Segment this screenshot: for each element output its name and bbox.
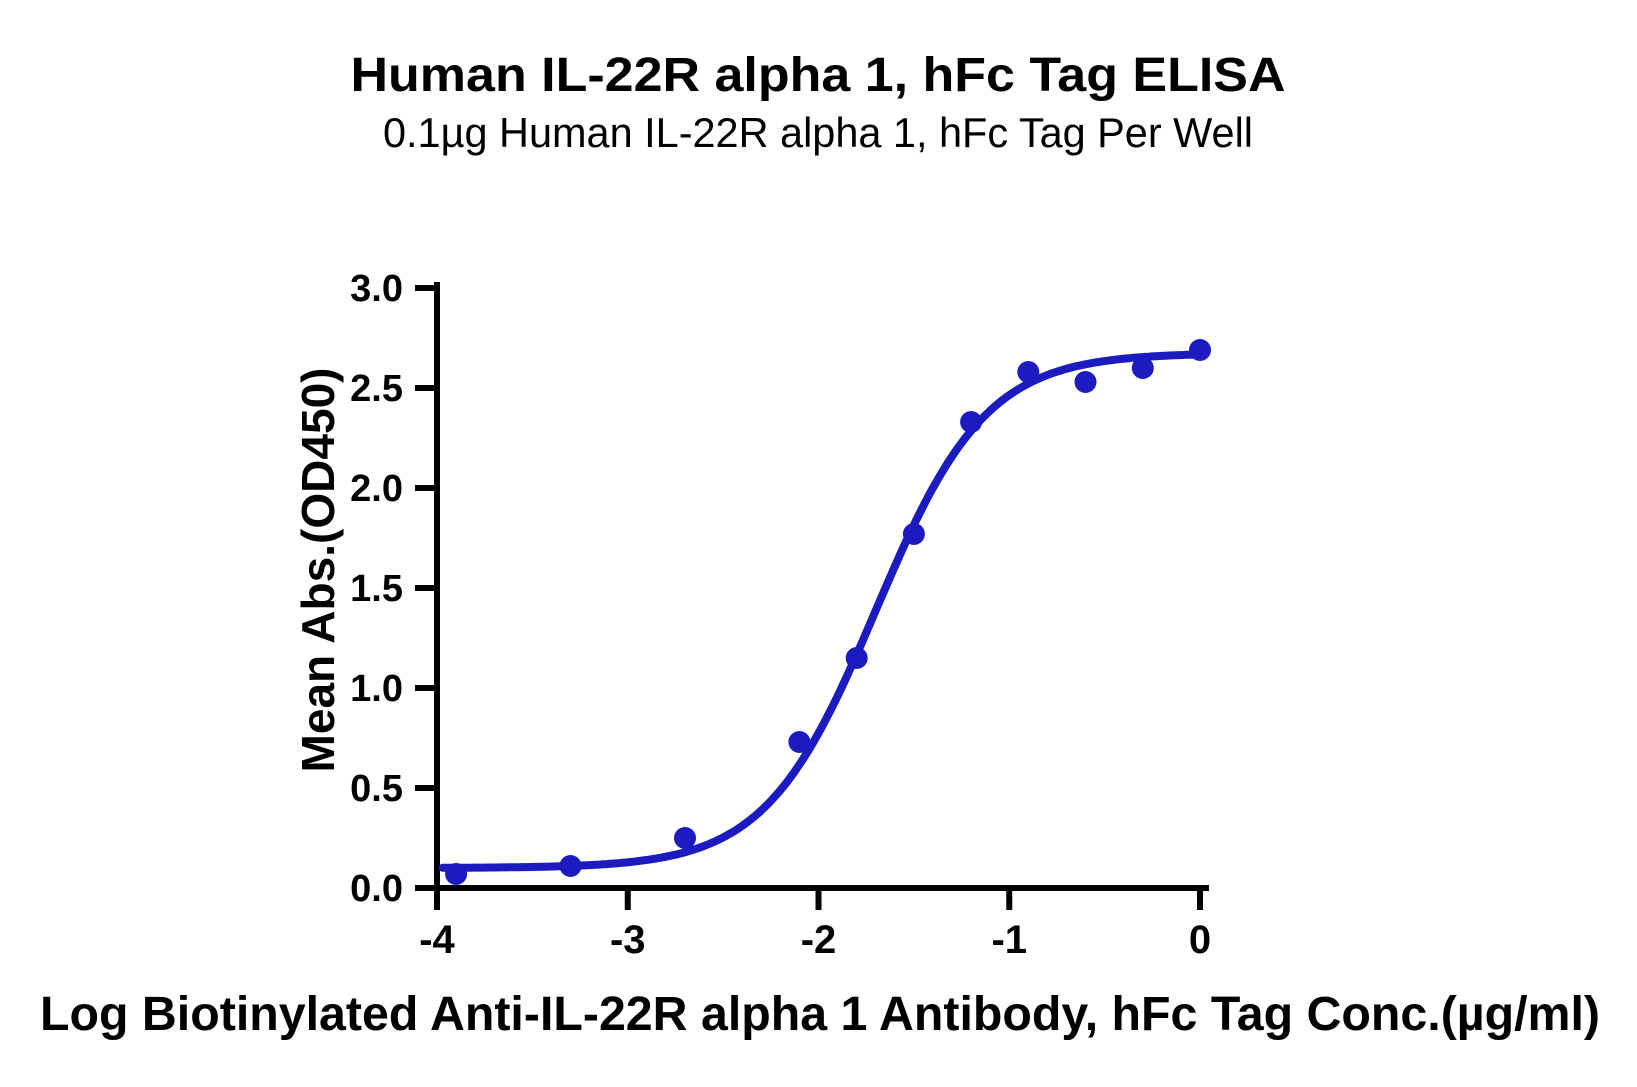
fit-curve bbox=[438, 350, 1206, 872]
data-point bbox=[1131, 357, 1154, 379]
y-tick-label: 0.0 bbox=[350, 868, 403, 910]
data-point bbox=[1189, 339, 1211, 361]
y-tick-label: 1.5 bbox=[350, 568, 403, 610]
x-tick-label: -4 bbox=[419, 918, 455, 962]
y-axis-title: Mean Abs.(OD450) bbox=[292, 368, 344, 773]
y-axis-ticks bbox=[415, 285, 437, 891]
x-tick-label: -2 bbox=[801, 918, 837, 962]
x-axis-title: Log Biotinylated Anti-IL-22R alpha 1 Ant… bbox=[40, 988, 1600, 1041]
data-point bbox=[1017, 361, 1040, 383]
data-point bbox=[674, 827, 696, 849]
chart-title: Human IL-22R alpha 1, hFc Tag ELISA bbox=[351, 49, 1286, 102]
data-points bbox=[445, 339, 1211, 885]
data-point bbox=[1074, 371, 1097, 393]
data-point bbox=[845, 647, 868, 669]
y-tick-label: 0.5 bbox=[350, 768, 403, 810]
data-point bbox=[960, 411, 983, 433]
data-point bbox=[788, 731, 811, 753]
y-axis-tick-labels: 0.0 0.5 1.0 1.5 2.0 2.5 3.0 bbox=[350, 268, 403, 910]
x-tick-label: 0 bbox=[1189, 918, 1211, 962]
y-tick-label: 3.0 bbox=[350, 268, 403, 310]
x-axis-ticks bbox=[434, 888, 1203, 910]
chart-subtitle: 0.1µg Human IL-22R alpha 1, hFc Tag Per … bbox=[383, 109, 1253, 156]
x-axis-tick-labels: -4 -3 -2 -1 0 bbox=[419, 918, 1211, 962]
fit-curve-path bbox=[438, 350, 1206, 872]
y-tick-label: 2.0 bbox=[350, 468, 403, 510]
data-point bbox=[559, 855, 582, 877]
y-tick-label: 1.0 bbox=[350, 668, 403, 710]
x-tick-label: -3 bbox=[610, 918, 646, 962]
y-tick-label: 2.5 bbox=[350, 368, 403, 410]
x-tick-label: -1 bbox=[991, 918, 1027, 962]
data-point bbox=[445, 863, 468, 885]
data-point bbox=[902, 523, 925, 545]
